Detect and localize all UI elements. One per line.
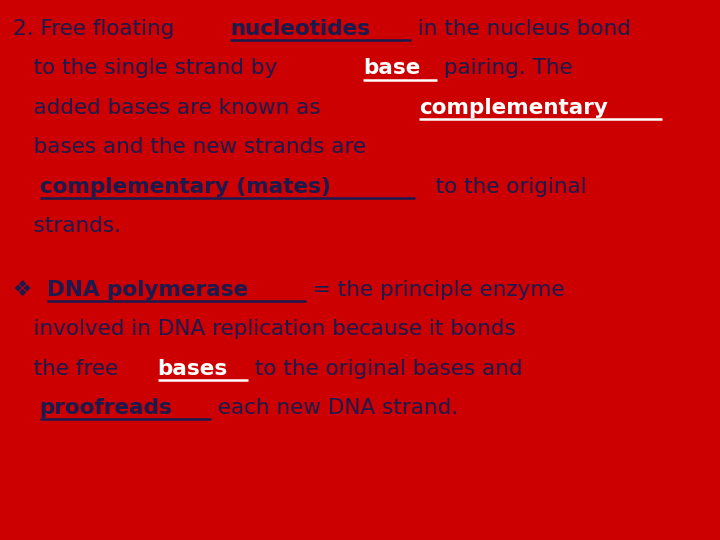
- Text: ❖: ❖: [13, 280, 39, 300]
- Text: 2. Free floating: 2. Free floating: [13, 19, 181, 39]
- Text: DNA polymerase: DNA polymerase: [47, 280, 248, 300]
- Text: added bases are known as: added bases are known as: [13, 98, 328, 118]
- Text: complementary (mates): complementary (mates): [40, 177, 330, 197]
- Text: involved in DNA replication because it bonds: involved in DNA replication because it b…: [13, 319, 516, 339]
- Text: to the original: to the original: [415, 177, 587, 197]
- Text: bases and the new strands are: bases and the new strands are: [13, 137, 366, 157]
- Text: pairing. The: pairing. The: [437, 58, 572, 78]
- Text: base: base: [363, 58, 420, 78]
- Text: the free: the free: [13, 359, 125, 379]
- Text: proofreads: proofreads: [40, 398, 173, 418]
- Text: each new DNA strand.: each new DNA strand.: [211, 398, 458, 418]
- Text: to the single strand by: to the single strand by: [13, 58, 284, 78]
- Text: = the principle enzyme: = the principle enzyme: [306, 280, 565, 300]
- Text: strands.: strands.: [13, 216, 121, 236]
- Text: bases: bases: [158, 359, 228, 379]
- Text: in the nucleus bond: in the nucleus bond: [411, 19, 631, 39]
- Text: complementary: complementary: [419, 98, 608, 118]
- Text: nucleotides: nucleotides: [230, 19, 370, 39]
- Text: to the original bases and: to the original bases and: [248, 359, 523, 379]
